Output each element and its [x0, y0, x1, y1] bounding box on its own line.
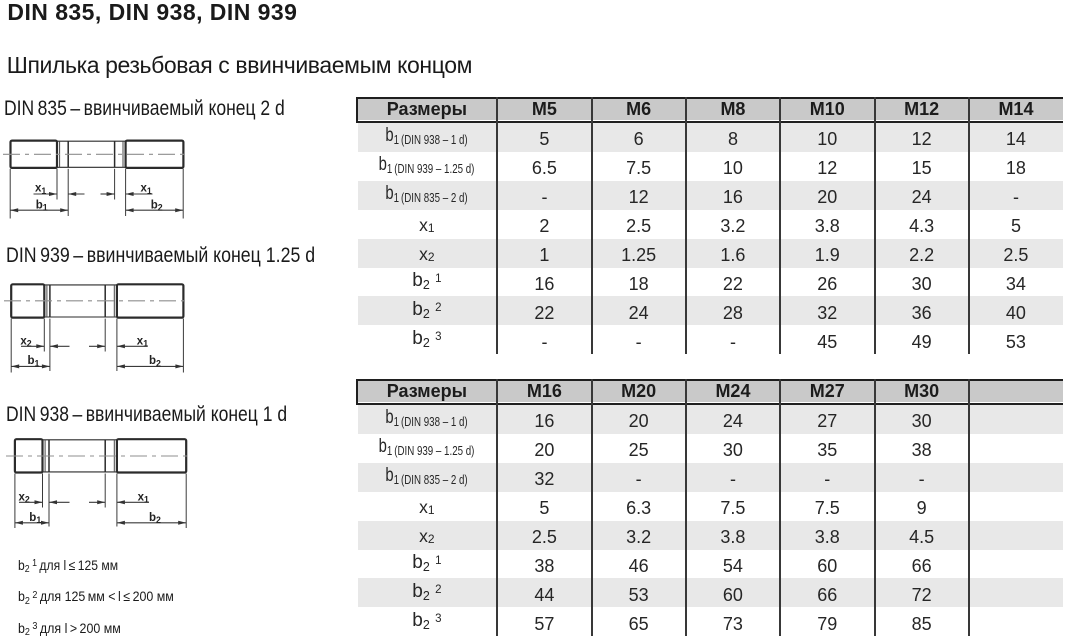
svg-text:x1: x1: [35, 183, 46, 196]
svg-text:x1: x1: [138, 491, 149, 504]
svg-text:b1: b1: [29, 512, 41, 525]
svg-text:x1: x1: [141, 183, 152, 196]
svg-text:b2: b2: [151, 200, 163, 213]
svg-text:b1: b1: [36, 200, 48, 213]
svg-text:b2: b2: [149, 355, 161, 368]
svg-text:b2: b2: [149, 512, 161, 525]
svg-text:x2: x2: [20, 335, 31, 348]
svg-text:x2: x2: [19, 491, 30, 504]
svg-text:b1: b1: [28, 355, 40, 368]
svg-text:x1: x1: [137, 335, 148, 348]
